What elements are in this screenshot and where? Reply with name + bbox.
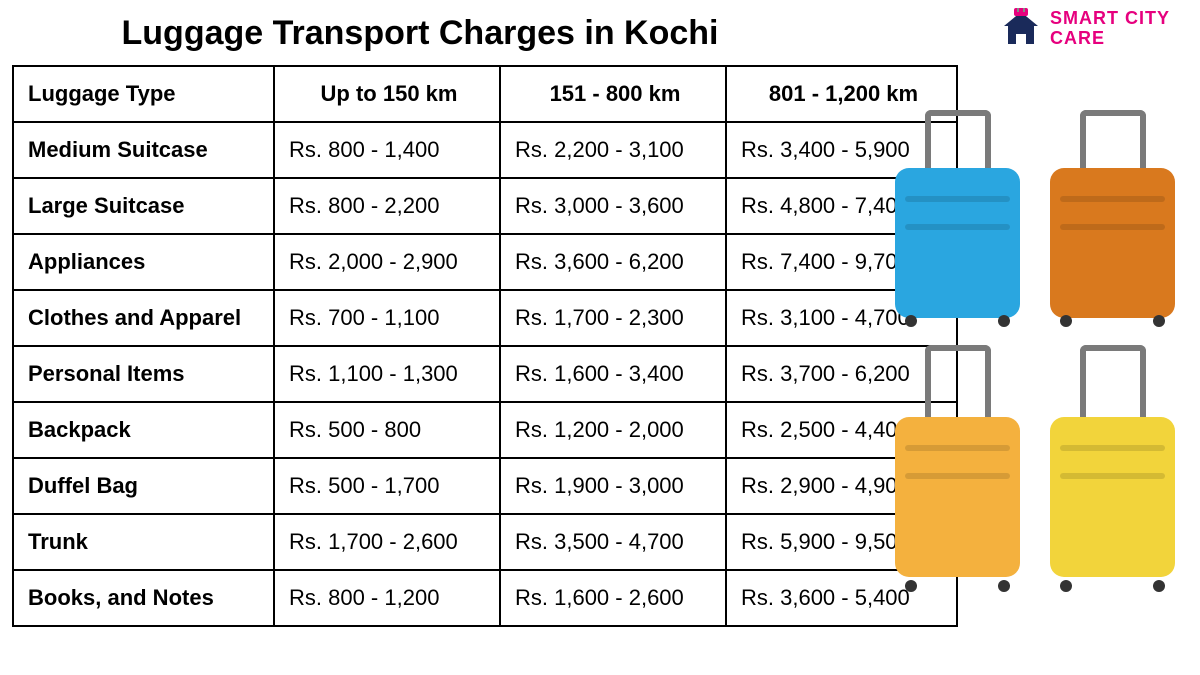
suitcase-illustrations	[880, 110, 1190, 610]
table-row: Books, and NotesRs. 800 - 1,200Rs. 1,600…	[13, 570, 957, 626]
table-row: BackpackRs. 500 - 800Rs. 1,200 - 2,000Rs…	[13, 402, 957, 458]
suitcase-icon	[895, 110, 1020, 325]
suitcase-icon	[1050, 345, 1175, 590]
suitcase-icon	[1050, 110, 1175, 325]
price-cell: Rs. 1,600 - 3,400	[500, 346, 726, 402]
col-151-800: 151 - 800 km	[500, 66, 726, 122]
brand-logo: SMART CITY CARE	[1000, 8, 1170, 50]
price-cell: Rs. 1,100 - 1,300	[274, 346, 500, 402]
table-row: Personal ItemsRs. 1,100 - 1,300Rs. 1,600…	[13, 346, 957, 402]
price-cell: Rs. 2,200 - 3,100	[500, 122, 726, 178]
price-cell: Rs. 800 - 1,400	[274, 122, 500, 178]
price-cell: Rs. 1,700 - 2,600	[274, 514, 500, 570]
row-label: Trunk	[13, 514, 274, 570]
price-cell: Rs. 1,900 - 3,000	[500, 458, 726, 514]
price-cell: Rs. 500 - 1,700	[274, 458, 500, 514]
col-upto-150: Up to 150 km	[274, 66, 500, 122]
price-cell: Rs. 3,600 - 6,200	[500, 234, 726, 290]
price-cell: Rs. 700 - 1,100	[274, 290, 500, 346]
price-cell: Rs. 800 - 1,200	[274, 570, 500, 626]
logo-text-line1: SMART CITY	[1050, 9, 1170, 29]
table-row: Large SuitcaseRs. 800 - 2,200Rs. 3,000 -…	[13, 178, 957, 234]
row-label: Large Suitcase	[13, 178, 274, 234]
price-cell: Rs. 1,200 - 2,000	[500, 402, 726, 458]
row-label: Books, and Notes	[13, 570, 274, 626]
table-row: AppliancesRs. 2,000 - 2,900Rs. 3,600 - 6…	[13, 234, 957, 290]
price-cell: Rs. 800 - 2,200	[274, 178, 500, 234]
row-label: Duffel Bag	[13, 458, 274, 514]
logo-text-line2: CARE	[1050, 29, 1170, 49]
table-row: Medium SuitcaseRs. 800 - 1,400Rs. 2,200 …	[13, 122, 957, 178]
house-icon	[1000, 8, 1042, 50]
price-cell: Rs. 500 - 800	[274, 402, 500, 458]
table-header-row: Luggage Type Up to 150 km 151 - 800 km 8…	[13, 66, 957, 122]
row-label: Medium Suitcase	[13, 122, 274, 178]
row-label: Backpack	[13, 402, 274, 458]
page-title: Luggage Transport Charges in Kochi	[60, 0, 780, 55]
price-cell: Rs. 3,000 - 3,600	[500, 178, 726, 234]
charges-table: Luggage Type Up to 150 km 151 - 800 km 8…	[12, 65, 958, 627]
price-cell: Rs. 3,500 - 4,700	[500, 514, 726, 570]
col-luggage-type: Luggage Type	[13, 66, 274, 122]
suitcase-icon	[895, 345, 1020, 590]
row-label: Clothes and Apparel	[13, 290, 274, 346]
row-label: Appliances	[13, 234, 274, 290]
price-cell: Rs. 1,700 - 2,300	[500, 290, 726, 346]
table-row: TrunkRs. 1,700 - 2,600Rs. 3,500 - 4,700R…	[13, 514, 957, 570]
table-row: Duffel BagRs. 500 - 1,700Rs. 1,900 - 3,0…	[13, 458, 957, 514]
price-cell: Rs. 1,600 - 2,600	[500, 570, 726, 626]
price-cell: Rs. 2,000 - 2,900	[274, 234, 500, 290]
table-row: Clothes and ApparelRs. 700 - 1,100Rs. 1,…	[13, 290, 957, 346]
row-label: Personal Items	[13, 346, 274, 402]
